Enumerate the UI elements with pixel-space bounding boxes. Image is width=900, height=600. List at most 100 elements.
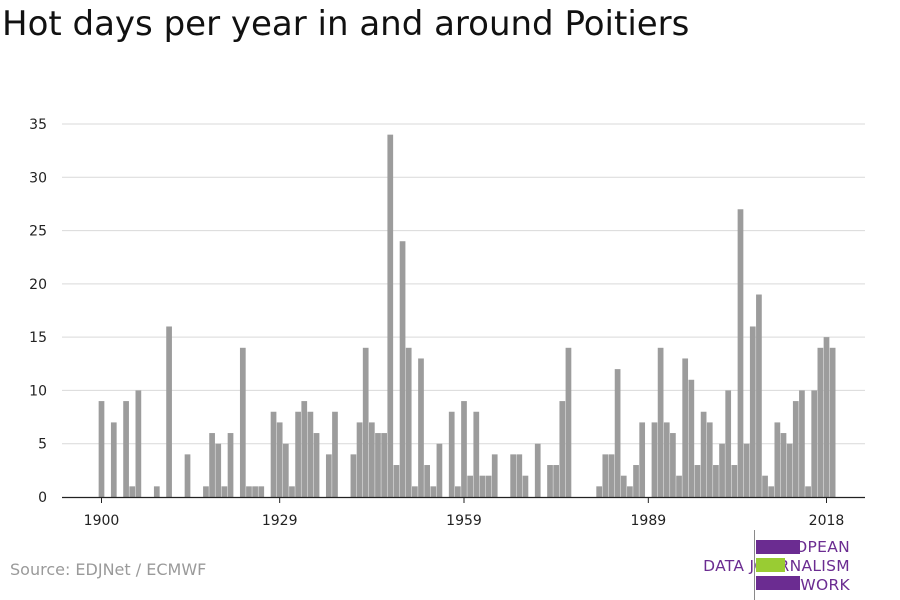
- bar: [510, 454, 517, 497]
- bar: [516, 454, 523, 497]
- bar: [737, 209, 744, 497]
- x-tick-label: 2018: [809, 513, 845, 529]
- y-tick-label: 15: [29, 330, 47, 346]
- bar: [608, 454, 615, 497]
- bar: [98, 401, 105, 497]
- bar: [448, 411, 455, 497]
- logo-stripe-1: [756, 540, 800, 554]
- bar: [221, 486, 228, 497]
- bar: [694, 465, 701, 497]
- bar: [547, 465, 553, 497]
- bar: [129, 486, 136, 497]
- bar: [485, 475, 492, 497]
- bar: [282, 443, 289, 497]
- bar: [424, 465, 430, 497]
- x-tick-label: 1989: [631, 513, 667, 529]
- chart-title: Hot days per year in and around Poitiers: [2, 4, 690, 44]
- bar: [596, 486, 603, 497]
- bar: [473, 411, 480, 497]
- gridlines: [62, 123, 865, 445]
- bar: [258, 486, 265, 497]
- bar: [270, 411, 277, 497]
- bar: [393, 465, 400, 497]
- bar: [399, 241, 406, 497]
- bar: [682, 358, 689, 497]
- bar: [375, 433, 381, 497]
- y-tick-label: 25: [29, 224, 47, 240]
- bar: [651, 422, 658, 497]
- bar: [743, 443, 750, 497]
- bar: [362, 347, 369, 497]
- bar: [184, 454, 191, 497]
- bar: [774, 422, 781, 497]
- x-tick-label: 1929: [262, 513, 298, 529]
- bar: [239, 347, 246, 497]
- y-tick-label: 0: [38, 490, 47, 506]
- bar: [467, 475, 474, 497]
- bar: [123, 401, 129, 497]
- bar: [491, 454, 498, 497]
- bar: [350, 454, 357, 497]
- y-tick-label: 5: [38, 437, 47, 453]
- bar: [811, 390, 818, 497]
- source-note: Source: EDJNet / ECMWF: [10, 560, 207, 579]
- bar: [295, 411, 301, 497]
- bar: [565, 347, 572, 497]
- bar: [534, 443, 541, 497]
- bar: [768, 486, 775, 497]
- bar: [756, 294, 762, 497]
- logo-stripe-3: [756, 576, 800, 590]
- bar: [639, 422, 646, 497]
- x-axis-ticks: 1900 1929 1959 1989 2018: [84, 497, 845, 529]
- bar: [670, 433, 676, 497]
- bar: [602, 454, 609, 497]
- bar: [203, 486, 209, 497]
- bar: [700, 411, 707, 497]
- bar: [405, 347, 412, 497]
- bar: [762, 475, 768, 497]
- bars: [98, 134, 836, 497]
- bar: [731, 465, 738, 497]
- bar: [553, 465, 560, 497]
- bar: [436, 443, 443, 497]
- bar: [786, 443, 793, 497]
- bar: [792, 401, 799, 497]
- bar: [479, 475, 486, 497]
- bar: [381, 433, 387, 497]
- bar: [676, 475, 682, 497]
- bar: [657, 347, 664, 497]
- bar: [749, 326, 756, 497]
- bar: [614, 369, 621, 497]
- bar: [823, 337, 830, 497]
- bar: [307, 411, 314, 497]
- bar: [430, 486, 437, 497]
- bar: [135, 390, 142, 497]
- y-tick-label: 20: [29, 277, 47, 293]
- bar: [454, 486, 461, 497]
- bar: [356, 422, 363, 497]
- bar: [110, 422, 117, 497]
- bar: [559, 401, 566, 497]
- bar: [276, 422, 283, 497]
- edjnet-logo: EUROPEAN DATA JOURNALISM NETWORK: [650, 530, 900, 600]
- bar: [387, 134, 394, 497]
- bar: [627, 486, 633, 497]
- bar: [227, 433, 234, 497]
- bar: [713, 465, 719, 497]
- y-tick-label: 10: [29, 383, 47, 399]
- bar: [289, 486, 295, 497]
- logo-divider: [754, 530, 755, 600]
- bar: [411, 486, 418, 497]
- bar: [688, 379, 695, 497]
- bar: [215, 443, 222, 497]
- bar: [166, 326, 172, 497]
- bar: [325, 454, 332, 497]
- bar: [620, 475, 627, 497]
- bar: [829, 347, 836, 497]
- bar: [817, 347, 824, 497]
- bar: [209, 433, 215, 497]
- bar: [725, 390, 732, 497]
- bar: [633, 465, 639, 497]
- x-tick-label: 1959: [446, 513, 482, 529]
- bar: [332, 411, 338, 497]
